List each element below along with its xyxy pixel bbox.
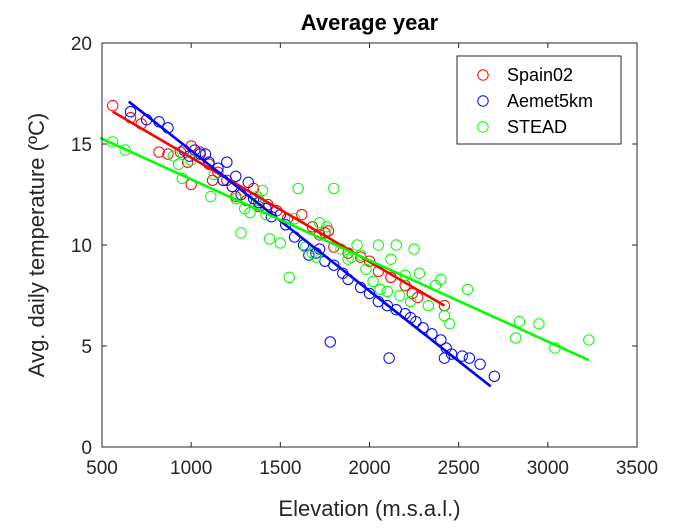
x-tick-label: 3500 (616, 458, 658, 479)
data-point (328, 182, 340, 195)
chart-title: Average year (301, 10, 439, 35)
data-point (263, 233, 276, 245)
x-tick-label: 500 (86, 458, 118, 479)
legend: Spain02 Aemet5km STEAD (456, 55, 622, 145)
legend-label: Spain02 (507, 65, 573, 85)
y-tick-label: 20 (71, 34, 92, 55)
data-point (390, 239, 402, 251)
data-point (372, 239, 385, 251)
data-point (360, 263, 372, 275)
data-point (221, 156, 233, 168)
data-point (256, 184, 269, 197)
x-tick-label: 2000 (348, 458, 390, 479)
data-point (438, 310, 451, 322)
data-point (413, 267, 426, 279)
legend-marker (477, 121, 489, 133)
x-tick-label: 1500 (259, 458, 301, 479)
data-point (313, 217, 326, 229)
data-point (324, 336, 336, 348)
legend-label: STEAD (507, 117, 567, 137)
data-point (383, 352, 395, 364)
data-point (124, 105, 137, 118)
y-tick-label: 0 (81, 438, 92, 459)
x-tick-label: 3000 (527, 458, 569, 479)
data-point (435, 273, 447, 286)
y-tick-label: 5 (81, 337, 92, 358)
x-axis-label: Elevation (m.s.a.l.) (278, 496, 460, 521)
data-point (235, 227, 247, 239)
fit-line (99, 136, 590, 362)
legend-label: Aemet5km (507, 91, 593, 111)
data-point (367, 275, 379, 288)
y-tick-label: 10 (71, 236, 92, 257)
data-point (167, 150, 180, 162)
y-axis-label: Avg. daily temperature (ºC) (24, 113, 49, 377)
data-point (205, 190, 217, 203)
data-point (438, 352, 451, 364)
data-point (351, 239, 363, 251)
x-tick-label: 2500 (438, 458, 480, 479)
data-point (513, 316, 525, 328)
data-point (404, 295, 417, 308)
data-point (172, 158, 185, 170)
data-point (408, 243, 420, 255)
data-point (274, 237, 287, 249)
x-tick-label: 1000 (170, 458, 212, 479)
data-point (363, 255, 376, 267)
data-point (533, 318, 545, 330)
data-point (381, 285, 394, 298)
fit-line (127, 100, 492, 388)
data-point (310, 251, 322, 263)
fit-line (112, 110, 446, 307)
ticks-layer: 500 1000 1500 2000 2500 3000 3500 0 5 10 15 20 (71, 34, 658, 479)
legend-box (456, 55, 622, 145)
data-point (445, 348, 458, 360)
data-point (199, 148, 212, 160)
data-point (463, 352, 476, 364)
data-point (394, 289, 406, 302)
data-point (283, 271, 295, 284)
data-point (162, 148, 174, 160)
legend-marker (477, 69, 489, 81)
data-point (321, 221, 333, 233)
data-point (411, 291, 424, 304)
data-point (374, 283, 386, 296)
y-tick-label: 15 (71, 135, 92, 156)
data-point (456, 350, 468, 362)
data-point (153, 146, 165, 158)
data-point (328, 259, 340, 271)
series-layer (99, 99, 595, 388)
data-point (510, 332, 522, 344)
data-point (444, 318, 456, 330)
data-point (292, 182, 304, 195)
data-point (435, 334, 447, 346)
data-point (296, 209, 308, 221)
data-point (306, 247, 319, 259)
data-point (230, 170, 242, 183)
data-point (583, 334, 595, 346)
data-point (242, 176, 254, 189)
data-point (107, 99, 119, 112)
data-point (119, 144, 131, 156)
data-point (288, 213, 301, 225)
legend-marker (477, 95, 489, 107)
data-point (474, 358, 486, 370)
data-point (385, 253, 397, 265)
data-point (461, 283, 474, 296)
data-point (422, 299, 435, 312)
data-point (488, 370, 501, 382)
